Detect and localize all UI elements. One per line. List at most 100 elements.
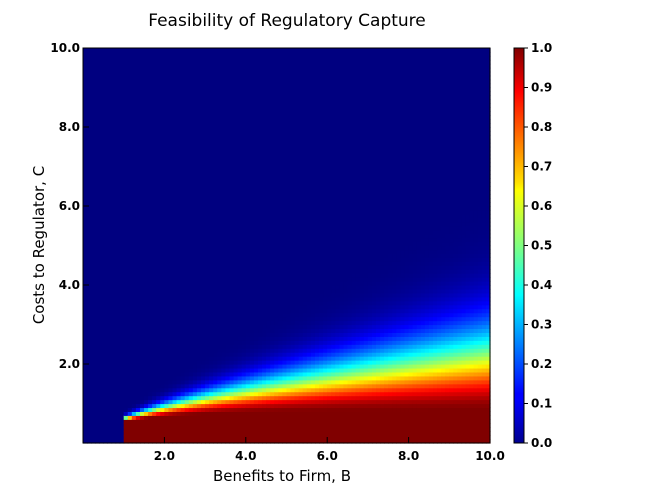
heatmap-cell <box>160 285 165 290</box>
heatmap-cell <box>184 130 190 136</box>
heatmap-cell <box>160 209 165 215</box>
heatmap-cell <box>278 170 284 175</box>
heatmap-cell <box>270 277 275 282</box>
heatmap-cell <box>131 435 137 440</box>
heatmap-cell <box>233 249 239 254</box>
heatmap-cell <box>176 269 182 274</box>
heatmap-cell <box>99 344 104 349</box>
heatmap-cell <box>152 127 157 132</box>
heatmap-cell <box>180 300 186 306</box>
heatmap-cell <box>241 439 247 444</box>
heatmap-cell <box>83 59 88 65</box>
heatmap-cell <box>127 308 133 314</box>
heatmap-cell <box>196 340 202 345</box>
heatmap-cell <box>83 95 88 100</box>
heatmap-cell <box>139 423 145 428</box>
heatmap-cell <box>266 364 271 369</box>
heatmap-cell <box>127 316 133 322</box>
heatmap-cell <box>262 296 267 302</box>
heatmap-cell <box>123 245 129 251</box>
heatmap-cell <box>249 154 255 160</box>
heatmap-cell <box>107 221 113 227</box>
heatmap-cell <box>184 99 190 104</box>
heatmap-cell <box>119 269 125 274</box>
heatmap-cell <box>111 364 117 369</box>
heatmap-cell <box>184 158 190 164</box>
heatmap-cell <box>253 107 259 112</box>
heatmap-cell <box>229 134 235 140</box>
heatmap-cell <box>111 407 117 412</box>
heatmap-cell <box>188 352 194 357</box>
heatmap-cell <box>209 166 214 172</box>
heatmap-cell <box>119 277 125 282</box>
heatmap-cell <box>253 178 259 183</box>
heatmap-cell <box>241 435 247 440</box>
heatmap-cell <box>123 150 129 156</box>
heatmap-cell <box>229 273 235 278</box>
heatmap-cell <box>274 324 279 330</box>
heatmap-cell <box>83 431 88 436</box>
heatmap-cell <box>217 439 222 444</box>
heatmap-cell <box>148 320 153 326</box>
heatmap-cell <box>278 206 284 211</box>
heatmap-cell <box>241 348 247 353</box>
heatmap-cell <box>152 427 157 432</box>
heatmap-cell <box>270 134 275 140</box>
heatmap-cell <box>168 134 174 140</box>
heatmap-cell <box>249 304 255 310</box>
heatmap-cell <box>91 336 96 341</box>
heatmap-cell <box>127 296 133 302</box>
heatmap-cell <box>95 320 100 326</box>
heatmap-cell <box>192 383 198 389</box>
heatmap-cell <box>241 209 247 215</box>
heatmap-cell <box>213 198 218 203</box>
heatmap-cell <box>245 178 251 183</box>
heatmap-cell <box>213 190 218 195</box>
heatmap-cell <box>180 285 186 290</box>
heatmap-cell <box>270 221 275 227</box>
heatmap-cell <box>95 158 100 164</box>
heatmap-cell <box>282 371 288 377</box>
heatmap-cell <box>107 237 113 243</box>
heatmap-cell <box>249 348 255 353</box>
heatmap-cell <box>270 439 275 444</box>
heatmap-cell <box>201 249 206 254</box>
heatmap-cell <box>144 150 149 156</box>
heatmap-cell <box>245 75 251 81</box>
heatmap-cell <box>241 249 247 254</box>
heatmap-cell <box>282 91 288 96</box>
heatmap-cell <box>172 229 178 235</box>
heatmap-cell <box>217 367 222 373</box>
heatmap-cell <box>123 423 129 428</box>
heatmap-cell <box>95 111 100 116</box>
heatmap-cell <box>233 273 239 278</box>
heatmap-cell <box>152 336 157 341</box>
heatmap-cell <box>274 375 279 381</box>
heatmap-cell <box>176 75 182 81</box>
heatmap-cell <box>205 296 210 302</box>
heatmap-cell <box>245 123 251 128</box>
heatmap-cell <box>135 371 141 377</box>
heatmap-cell <box>274 209 279 215</box>
heatmap-cell <box>91 281 96 286</box>
heatmap-cell <box>205 213 210 219</box>
heatmap-cell <box>83 154 88 160</box>
heatmap-cell <box>172 99 178 104</box>
heatmap-cell <box>205 328 210 333</box>
heatmap-cell <box>237 48 243 53</box>
heatmap-cell <box>160 253 165 258</box>
heatmap-cell <box>201 217 206 223</box>
heatmap-cell <box>180 356 186 361</box>
heatmap-cell <box>83 91 88 96</box>
heatmap-cell <box>160 249 165 254</box>
heatmap-cell <box>188 154 194 160</box>
heatmap-cell <box>103 265 109 270</box>
heatmap-cell <box>184 375 190 381</box>
heatmap-cell <box>95 241 100 247</box>
heatmap-cell <box>225 206 231 211</box>
heatmap-cell <box>172 166 178 172</box>
heatmap-cell <box>83 174 88 179</box>
heatmap-cell <box>83 375 88 381</box>
heatmap-cell <box>135 237 141 243</box>
heatmap-cell <box>274 273 279 278</box>
